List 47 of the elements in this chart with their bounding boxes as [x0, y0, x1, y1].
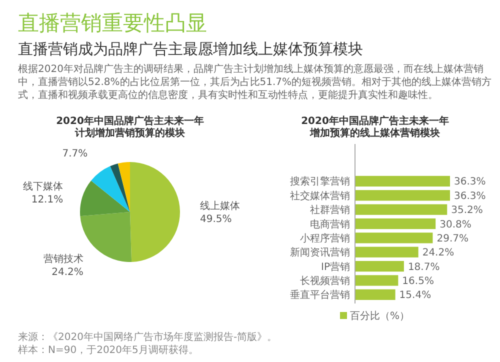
y-tick-label: 长视频营销	[300, 274, 350, 287]
text: 样本：N=90，于2020年5月调研获得。	[18, 344, 198, 356]
bar	[355, 260, 404, 272]
text: 直播营销成为品牌广告主最愿增加线上媒体预算模块	[18, 40, 363, 58]
chart-title: 2020年中国品牌广告主未来一年增加预算的线上媒体营销模块	[301, 115, 449, 139]
bar	[355, 204, 448, 215]
bar	[355, 176, 450, 187]
y-tick-label: 电商营销	[310, 218, 350, 230]
y-tick-label: 新闻资讯营销	[290, 246, 350, 259]
pie-slice	[91, 166, 130, 212]
data-label: 24.2%	[52, 267, 84, 278]
chart-title: 2020年中国品牌广告主未来一年计划增加营销预算的模块	[56, 115, 204, 139]
slice-label: 线上媒体	[200, 200, 240, 212]
data-label: 24.2%	[422, 248, 454, 259]
y-tick-label: 社交媒体营销	[290, 190, 350, 202]
data-label: 30.8%	[440, 219, 472, 230]
bar	[355, 289, 396, 300]
data-label: 36.3%	[454, 176, 486, 188]
source-note: 来源：《2020年中国网络广告市场年度监测报告-简版》。	[18, 331, 278, 343]
bar	[355, 232, 433, 244]
slice-label: 线下媒体	[23, 180, 64, 192]
y-tick-label: 社群营销	[310, 204, 350, 216]
pie-slice	[80, 180, 130, 216]
y-tick-label: 小程序营销	[300, 232, 350, 244]
data-label: 16.5%	[402, 276, 434, 287]
y-tick-label: 垂直平台营销	[290, 289, 350, 302]
data-label: 15.4%	[399, 290, 432, 302]
data-label: 12.1%	[31, 194, 64, 206]
pie-slice	[118, 162, 130, 212]
legend-label: 百分比（%）	[350, 310, 410, 322]
bar	[355, 218, 436, 230]
data-label: 29.7%	[436, 233, 469, 244]
text: 根据2020年对品牌广告主的调研结果，品牌广告主计划增加线上媒体预算的意愿最强，而在线上媒体营销中，直播营销以52.8%的占比位居第一位，其后为占比51.7%的短视频营销。相对于其他的线上媒体营销方式，直播和视频承载更高位的信息密度，具有实时性和互动性特点，更能提升真实性和趣味性。	[18, 63, 492, 101]
bar	[355, 275, 398, 286]
data-label: 7.7%	[62, 148, 88, 160]
data-label: 35.2%	[451, 205, 483, 216]
pie-slice	[110, 163, 130, 212]
slice-label: 营销技术	[43, 253, 84, 266]
bar	[355, 190, 450, 201]
data-label: 49.5%	[200, 214, 232, 225]
text: 直播营销重要性凸显	[18, 11, 207, 35]
bar	[355, 246, 418, 258]
data-label: 36.3%	[454, 190, 486, 202]
y-tick-label: IP营销	[321, 260, 350, 273]
pie-slice	[130, 162, 180, 262]
data-label: 18.7%	[408, 262, 440, 273]
y-tick-label: 搜索引擎营销	[290, 176, 350, 188]
